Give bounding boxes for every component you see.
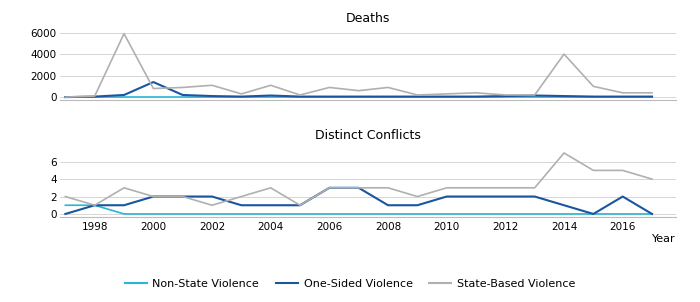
Title: Deaths: Deaths xyxy=(345,11,390,25)
Legend: Non-State Violence, One-Sided Violence, State-Based Violence: Non-State Violence, One-Sided Violence, … xyxy=(120,275,580,294)
Text: Year: Year xyxy=(652,233,676,243)
Title: Distinct Conflicts: Distinct Conflicts xyxy=(314,129,421,142)
